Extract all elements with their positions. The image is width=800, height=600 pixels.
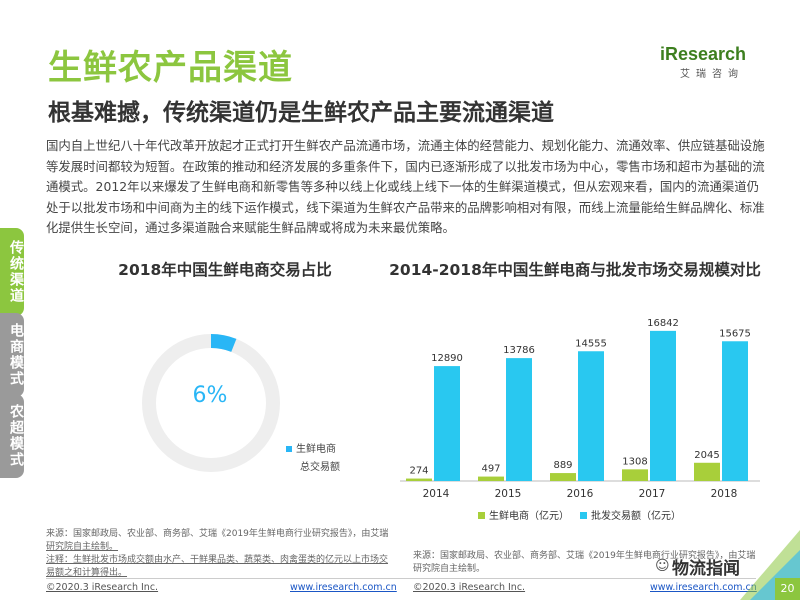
legend-swatch-0 <box>478 512 485 519</box>
label-ecommerce-2018: 2045 <box>694 450 719 461</box>
source-left-line2: 研究院自主绘制。 <box>46 542 119 552</box>
wechat-icon: ☺ <box>655 558 670 574</box>
side-tab-ecommerce[interactable]: 电商模式 <box>0 313 24 397</box>
legend-label-0: 生鲜电商（亿元） <box>489 509 569 522</box>
footer-copyright-right: ©2020.3 iResearch Inc. <box>413 582 526 593</box>
x-tick-2016: 2016 <box>567 488 594 500</box>
label-wholesale-2018: 15675 <box>719 328 751 339</box>
label-wholesale-2016: 14555 <box>575 338 607 349</box>
footer-copyright-left: ©2020.3 iResearch Inc. <box>46 582 159 593</box>
bar-wholesale-2015 <box>506 358 532 481</box>
label-ecommerce-2015: 497 <box>481 464 500 475</box>
bar-wholesale-2018 <box>722 341 748 481</box>
footer-divider <box>46 578 756 579</box>
bar-ecommerce-2016 <box>550 473 576 481</box>
bar-ecommerce-2017 <box>622 469 648 481</box>
x-tick-2017: 2017 <box>639 488 666 500</box>
legend-label: 生鲜电商 <box>296 444 336 455</box>
bar-ecommerce-2014 <box>406 478 432 481</box>
logo-text: iResearch <box>660 44 747 64</box>
x-tick-2015: 2015 <box>495 488 522 500</box>
x-tick-2018: 2018 <box>711 488 738 500</box>
label-wholesale-2015: 13786 <box>503 345 535 356</box>
donut-chart <box>142 334 280 472</box>
bar-chart-title: 2014-2018年中国生鲜电商与批发市场交易规模对比 <box>389 261 761 279</box>
label-ecommerce-2016: 889 <box>553 460 572 471</box>
source-left-line1: 来源：国家邮政局、农业部、商务部、艾瑞《2019年生鲜电商行业研究报告》，由艾瑞 <box>46 529 389 539</box>
intro-paragraph: 国内自上世纪八十年代改革开放起才正式打开生鲜农产品流通市场，流通主体的经营能力、… <box>46 138 765 235</box>
donut-center-label: 6% <box>192 383 228 408</box>
bar-wholesale-2016 <box>578 351 604 481</box>
note-left: 注释：生鲜批发市场成交额由水产、干鲜果品类、蔬菜类、肉禽蛋类的亿元以上市场交易额… <box>46 555 389 578</box>
bar-wholesale-2017 <box>650 330 676 481</box>
label-wholesale-2014: 12890 <box>431 353 463 364</box>
legend-swatch <box>286 446 292 452</box>
page-number: 20 <box>775 578 800 600</box>
page-title: 生鲜农产品渠道 <box>48 48 293 88</box>
footer-url-right[interactable]: www.iresearch.com.cn <box>650 582 757 593</box>
donut-chart-title: 2018年中国生鲜电商交易占比 <box>118 261 332 279</box>
label-ecommerce-2014: 274 <box>409 466 428 477</box>
source-right: 来源：国家邮政局、农业部、商务部、艾瑞《2019年生鲜电商行业研究报告》，由艾瑞… <box>413 551 756 574</box>
donut-legend-total: 总交易额 <box>300 462 340 473</box>
donut-legend-ecommerce: 生鲜电商 <box>286 440 336 455</box>
footer-url-left[interactable]: www.iresearch.com.cn <box>290 582 397 593</box>
legend-swatch-1 <box>580 512 587 519</box>
iresearch-logo: iResearch 艾瑞咨询 <box>660 44 770 94</box>
side-tab-traditional[interactable]: 传统渠道 <box>0 228 24 316</box>
side-tab-agri-super[interactable]: 农超模式 <box>0 394 24 478</box>
donut-slice-fresh-ecommerce <box>210 334 237 352</box>
label-ecommerce-2017: 1308 <box>622 456 647 467</box>
source-left: 来源：国家邮政局、农业部、商务部、艾瑞《2019年生鲜电商行业研究报告》，由艾瑞… <box>46 528 391 580</box>
bar-ecommerce-2018 <box>694 462 720 481</box>
legend-label-1: 批发交易额（亿元） <box>591 509 681 522</box>
bar-wholesale-2014 <box>434 366 460 481</box>
logo-subtext: 艾瑞咨询 <box>680 69 744 80</box>
bar-chart: 274 12890 2014 497 13786 2015 889 14555 2016 1308… <box>400 318 760 522</box>
x-tick-2014: 2014 <box>423 488 450 500</box>
bar-ecommerce-2015 <box>478 476 504 481</box>
label-wholesale-2017: 16842 <box>647 318 679 329</box>
page-subtitle: 根基难撼，传统渠道仍是生鲜农产品主要流通渠道 <box>48 100 554 126</box>
watermark: 物流指闻 <box>672 559 740 579</box>
